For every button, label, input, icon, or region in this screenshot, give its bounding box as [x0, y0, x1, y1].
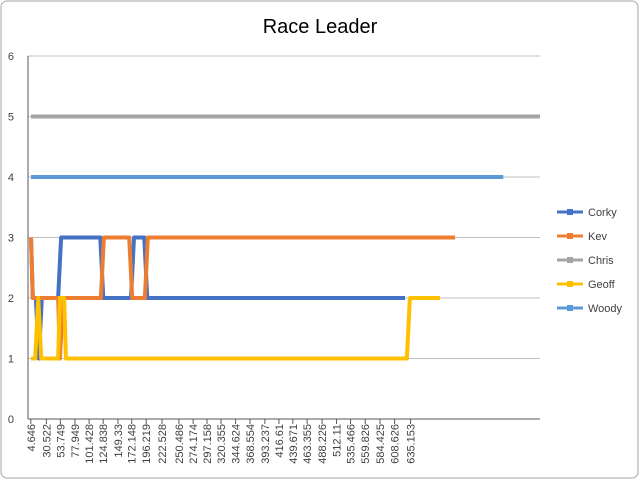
legend-label: Chris: [588, 255, 614, 267]
y-tick-label: 6: [8, 51, 14, 63]
legend-marker: [567, 281, 573, 287]
x-tick-label: 124.838: [98, 424, 110, 464]
x-tick-label: 368.554: [245, 424, 257, 464]
x-tick-label: 512.11: [331, 424, 343, 457]
y-tick-label: 2: [8, 293, 14, 305]
x-tick-label: 608.626: [390, 424, 402, 464]
legend-marker: [567, 257, 573, 263]
x-tick-label: 222.528: [157, 424, 169, 464]
legend-marker: [567, 305, 573, 311]
x-tick-label: 439.671: [288, 424, 300, 464]
x-tick-label: 172.148: [127, 424, 139, 464]
legend-marker: [567, 233, 573, 239]
x-tick-label: 320.355: [216, 424, 228, 464]
x-tick-label: 149.33: [113, 424, 125, 458]
y-tick-label: 1: [8, 354, 14, 366]
series-line: [31, 296, 441, 361]
x-tick-label: 463.355: [302, 424, 314, 464]
legend-label: Woody: [588, 303, 623, 315]
series-line: [29, 235, 456, 361]
legend-label: Kev: [588, 231, 607, 243]
x-tick-label: 53.749: [55, 424, 67, 458]
x-tick-label: 101.428: [84, 424, 96, 464]
legend-marker: [567, 209, 573, 215]
x-tick-label: 584.425: [375, 424, 387, 464]
x-tick-label: 250.486: [174, 424, 186, 464]
x-tick-label: 416.61: [274, 424, 286, 458]
x-tick-label: 635.153: [406, 424, 418, 464]
x-tick-label: 297.158: [202, 424, 214, 464]
y-tick-label: 4: [8, 172, 14, 184]
y-tick-label: 5: [8, 112, 14, 124]
x-tick-label: 77.949: [70, 424, 82, 458]
x-tick-label: 344.624: [231, 424, 243, 464]
y-tick-label: 3: [8, 233, 14, 245]
x-tick-label: 274.174: [188, 424, 200, 464]
x-tick-label: 488.226: [317, 424, 329, 464]
x-tick-label: 196.219: [141, 424, 153, 464]
x-tick-label: 393.237: [260, 424, 272, 464]
legend-label: Corky: [588, 207, 617, 219]
x-tick-label: 4.646: [26, 424, 38, 452]
x-tick-label: 535.466: [346, 424, 358, 464]
chart-title: Race Leader: [263, 16, 378, 38]
y-tick-label: 0: [8, 414, 14, 426]
legend-label: Geoff: [588, 279, 616, 291]
x-tick-label: 30.522: [41, 424, 53, 458]
x-tick-label: 559.826: [360, 424, 372, 464]
